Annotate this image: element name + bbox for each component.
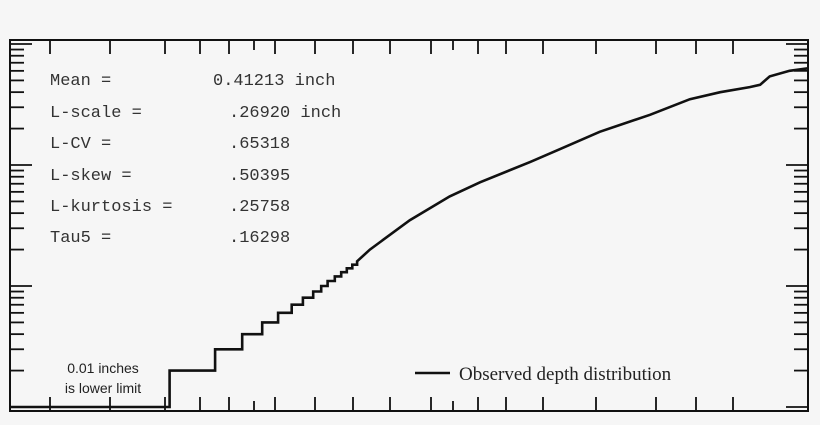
stat-value-lkurtosis: .25758 — [229, 198, 290, 217]
stat-value-tau5: .16298 — [229, 229, 290, 248]
legend: Observed depth distribution — [415, 364, 672, 385]
stat-label-lkurtosis: L-kurtosis = — [50, 198, 172, 217]
plot-frame — [9, 39, 809, 412]
stat-label-lskew: L-skew = — [50, 167, 132, 186]
stat-value-lskew: .50395 — [229, 167, 290, 186]
stat-label-lcv: L-CV = — [50, 135, 111, 154]
observed-depth-line — [10, 67, 809, 409]
stat-label-mean: Mean = — [50, 72, 111, 91]
stat-value-lcv: .65318 — [229, 135, 290, 154]
lower-limit-note-line2: is lower limit — [65, 380, 141, 396]
axis-ticks — [10, 40, 808, 411]
stat-label-tau5: Tau5 = — [50, 229, 111, 248]
lower-limit-note-line1: 0.01 inches — [67, 360, 139, 376]
legend-label: Observed depth distribution — [459, 364, 672, 385]
stat-value-lscale: .26920 inch — [229, 104, 341, 123]
stats-block: Mean = 0.41213 inch L-scale = .26920 inc… — [50, 72, 341, 248]
stat-value-mean: 0.41213 inch — [213, 72, 335, 91]
stat-label-lscale: L-scale = — [50, 104, 142, 123]
